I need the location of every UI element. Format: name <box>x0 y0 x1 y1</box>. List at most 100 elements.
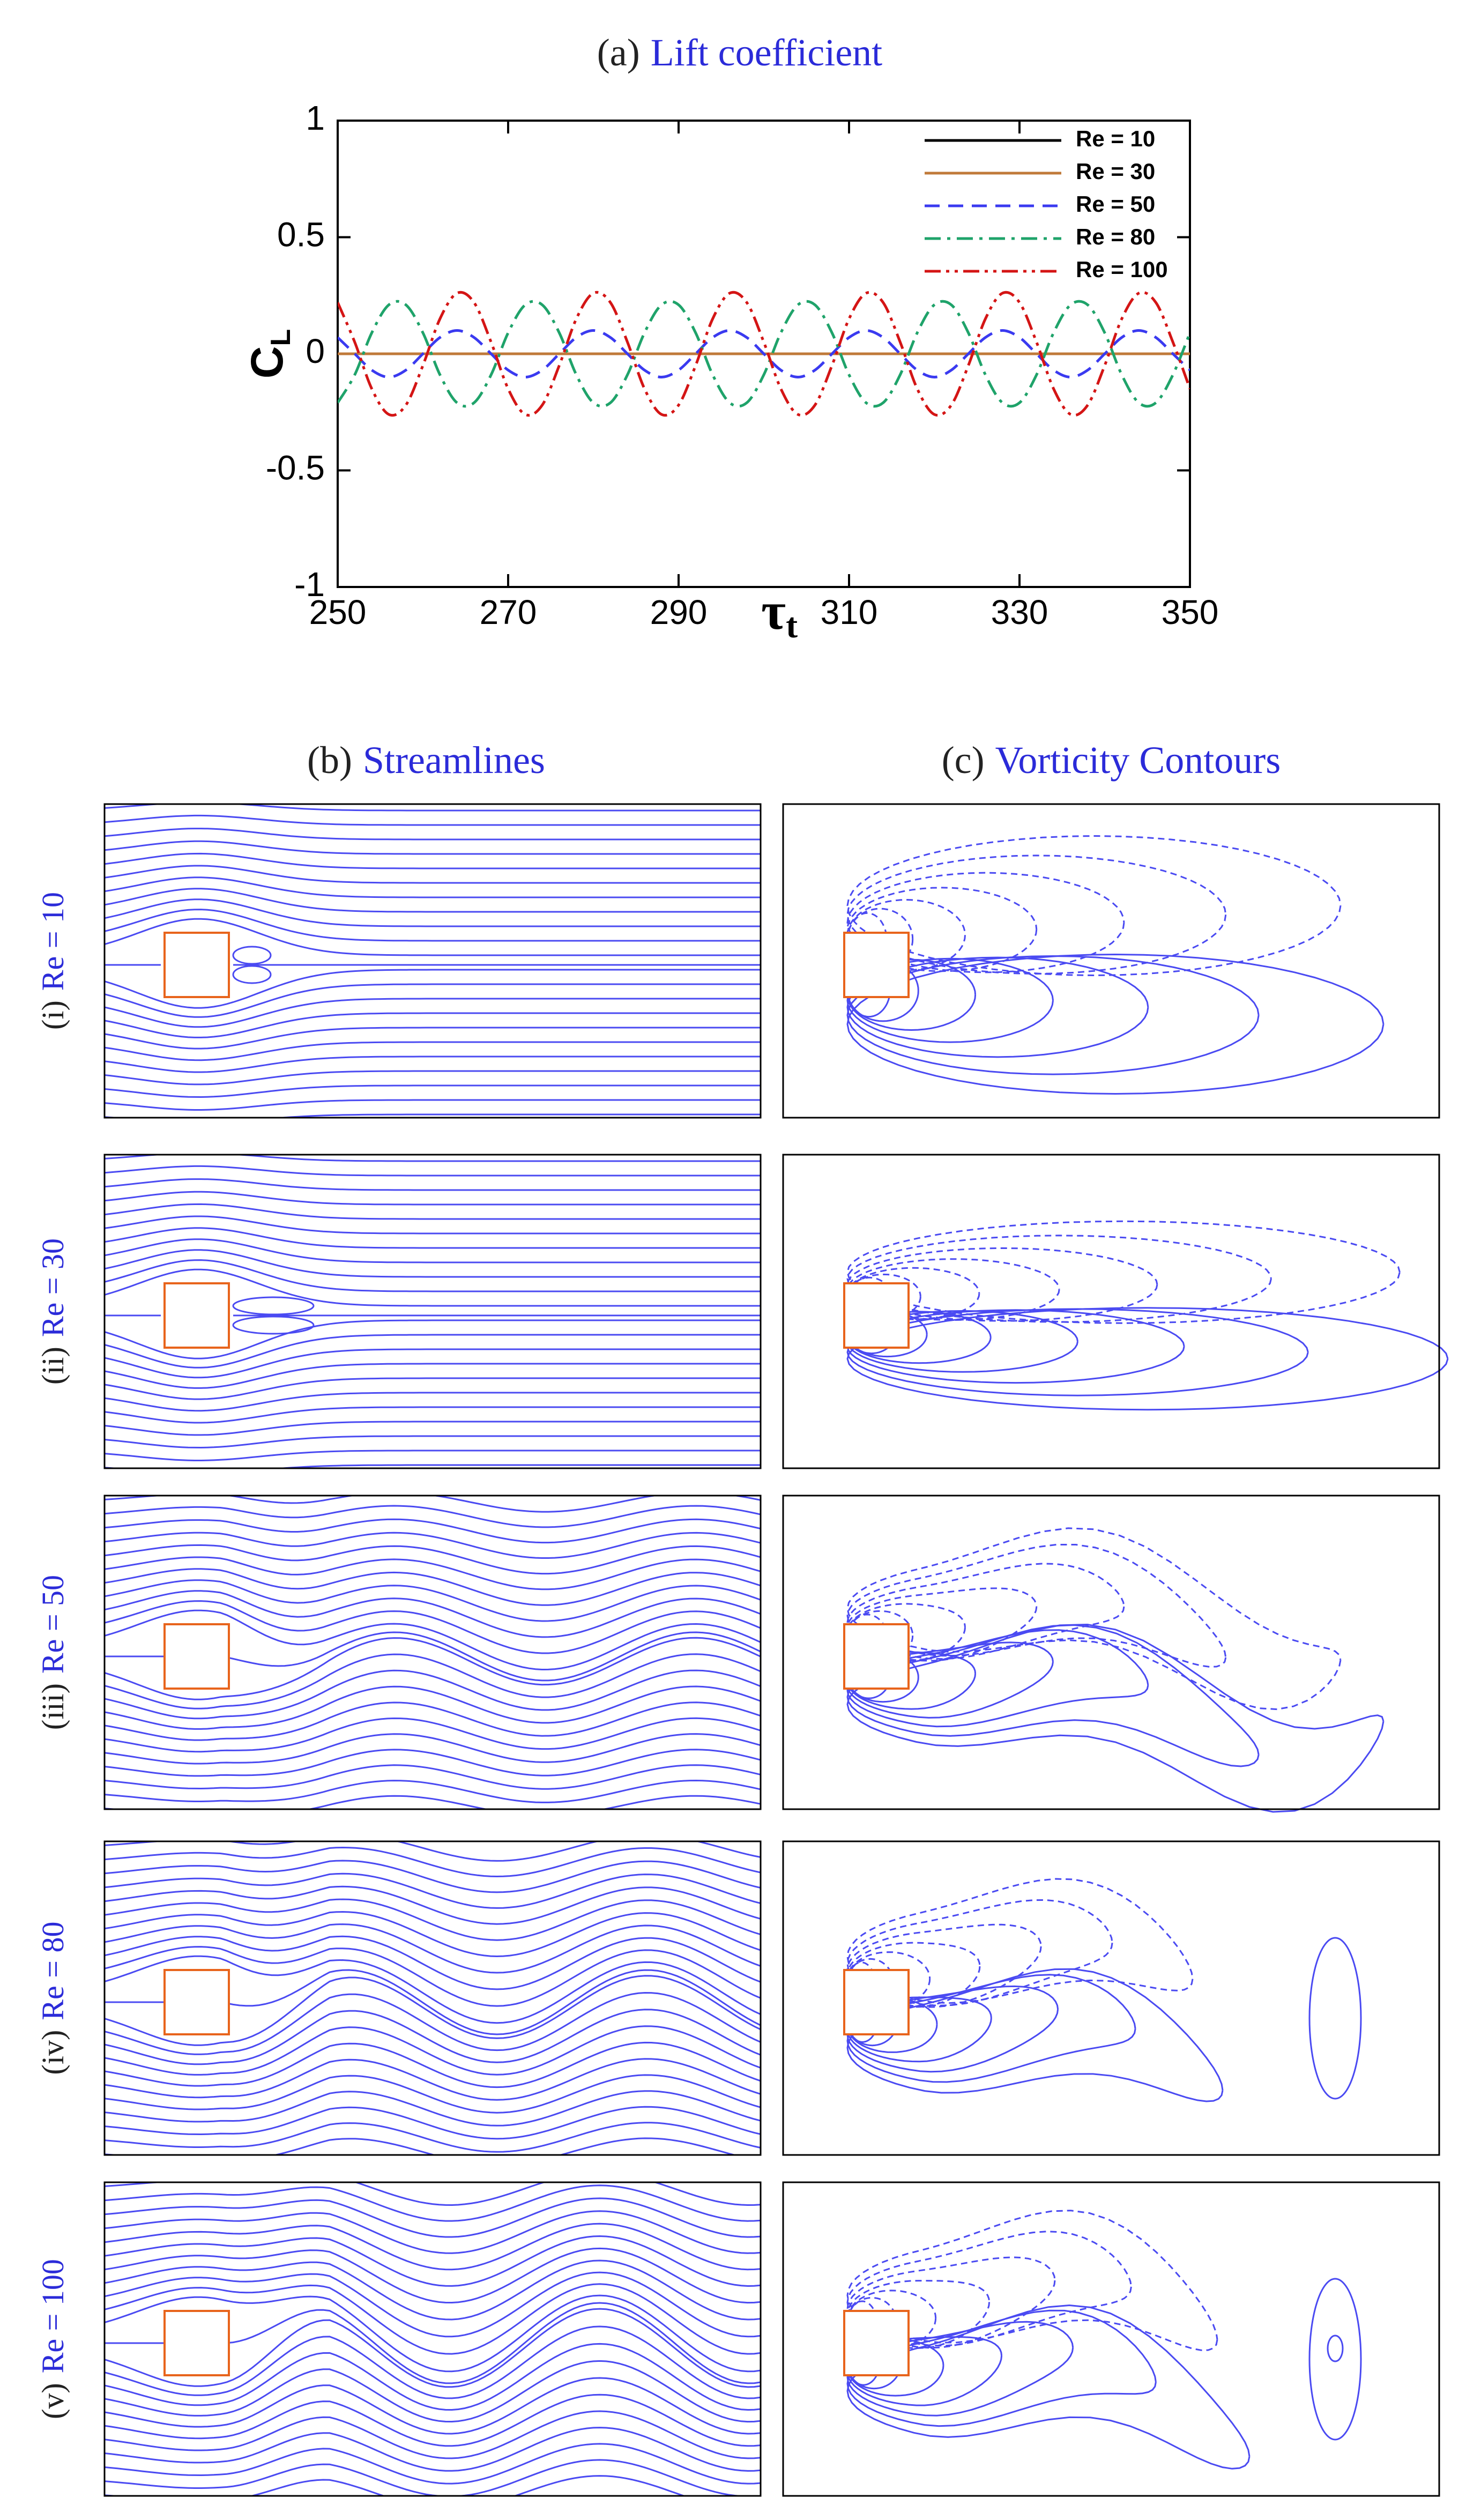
streamline <box>105 840 761 855</box>
vorticity-contour <box>846 953 1385 1095</box>
streamline <box>105 1975 761 2046</box>
cylinder <box>163 1282 230 1349</box>
vorticity-contour <box>846 1247 1158 1322</box>
legend-label: Re = 80 <box>1076 224 1155 249</box>
streamline <box>105 1544 761 1575</box>
streamline <box>105 1923 761 1974</box>
y-tick-label: -0.5 <box>266 448 325 487</box>
streamline <box>105 1406 761 1424</box>
y-tick-label: 1 <box>306 99 325 137</box>
row-label: (iii) Re = 50 <box>35 1575 70 1730</box>
cylinder <box>843 1969 910 2035</box>
panel-label: (c) <box>942 739 985 782</box>
x-tick-label: 350 <box>1162 593 1219 631</box>
streamline <box>105 1084 761 1098</box>
cylinder <box>843 932 910 998</box>
title-text: Vorticity Contours <box>995 739 1281 782</box>
streamline <box>105 2393 761 2447</box>
streamline <box>105 1637 761 1700</box>
series-line <box>338 300 1190 408</box>
streamline <box>105 1012 761 1038</box>
streamline <box>105 1935 761 1990</box>
x-axis-label: τt <box>761 581 798 645</box>
streamline <box>105 2443 761 2485</box>
x-label-main: τ <box>761 581 786 641</box>
streamline <box>105 1464 761 1468</box>
streamline <box>105 2137 737 2155</box>
cylinder <box>163 932 230 998</box>
row-label: (i) Re = 10 <box>35 892 70 1030</box>
streamline <box>105 1600 761 1654</box>
streamline <box>105 1779 761 1803</box>
panel-label: (a) <box>597 31 640 74</box>
cylinder <box>163 1623 230 1690</box>
row-label-re: Re = 50 <box>35 1575 70 1674</box>
vorticity-contour <box>846 1968 1224 2102</box>
row-label-index: (ii) <box>35 1347 70 1385</box>
streamline <box>105 1717 761 1753</box>
panel-frame <box>782 2181 1440 2497</box>
streamline <box>105 1946 761 2007</box>
y-tick-label: 0 <box>306 332 325 370</box>
legend-label: Re = 30 <box>1076 159 1155 184</box>
streamline-panel <box>103 1154 762 1469</box>
vorticity-contour <box>846 2309 1157 2427</box>
streamline <box>105 1055 761 1073</box>
streamline <box>105 1795 761 1809</box>
vorticity-panel <box>782 1840 1440 2156</box>
streamline <box>105 2459 761 2496</box>
y-tick-label: 0.5 <box>277 215 325 254</box>
streamline <box>105 865 761 884</box>
streamline <box>105 1860 761 1893</box>
x-tick-label: 290 <box>650 593 708 631</box>
streamline <box>105 1764 761 1790</box>
streamline <box>105 2197 761 2238</box>
y-axis-label: CL <box>242 329 296 378</box>
streamline <box>105 876 761 898</box>
vorticity-contour <box>846 887 1038 972</box>
row-label: (v) Re = 100 <box>35 2259 70 2419</box>
streamline <box>105 1421 761 1436</box>
vorticity-contour <box>846 1563 1125 1660</box>
panel-frame <box>103 803 762 1119</box>
chart-title: (a) Lift coefficient <box>597 31 882 74</box>
cylinder <box>843 1623 910 1690</box>
streamline <box>105 2041 761 2088</box>
streamline <box>105 2259 761 2321</box>
cylinder <box>163 1969 230 2035</box>
vorticity-panel <box>782 803 1440 1119</box>
streamline <box>105 1377 761 1400</box>
vorticity-contour <box>846 957 1054 1043</box>
vorticity-contour <box>846 1527 1342 1711</box>
panel-label: (b) <box>307 739 352 782</box>
vorticity-contour <box>846 1624 1260 1767</box>
recirculation <box>232 946 272 965</box>
vorticity-panel <box>782 1154 1449 1469</box>
vorticity-panel <box>782 2181 1440 2497</box>
vorticity-contour <box>846 2321 1074 2417</box>
panel-frame <box>782 803 1440 1119</box>
panel-frame <box>103 1154 762 1469</box>
x-tick-label: 310 <box>821 593 878 631</box>
streamline <box>105 2009 761 2065</box>
recirculation <box>232 965 272 984</box>
streamline <box>105 1070 761 1086</box>
cylinder <box>163 2310 230 2376</box>
streamline-panel <box>103 1840 762 2156</box>
streamline <box>105 1435 761 1449</box>
vorticity-contour <box>846 2210 1218 2351</box>
streamline <box>105 1955 761 2024</box>
streamline <box>105 1885 761 1925</box>
row-label-re: Re = 10 <box>35 892 70 991</box>
streamline <box>105 2410 761 2459</box>
streamline <box>105 1268 761 1307</box>
vorticity-contour <box>846 2304 1251 2470</box>
streamline <box>105 2074 761 2114</box>
vorticity-contour <box>846 854 1227 975</box>
streamline <box>105 1392 761 1412</box>
recirculation <box>232 1296 315 1315</box>
streamline <box>105 2184 761 2222</box>
vorticity-contour <box>846 1974 1136 2083</box>
vortex-contour <box>1308 1937 1362 2100</box>
streamline <box>105 1319 761 1359</box>
